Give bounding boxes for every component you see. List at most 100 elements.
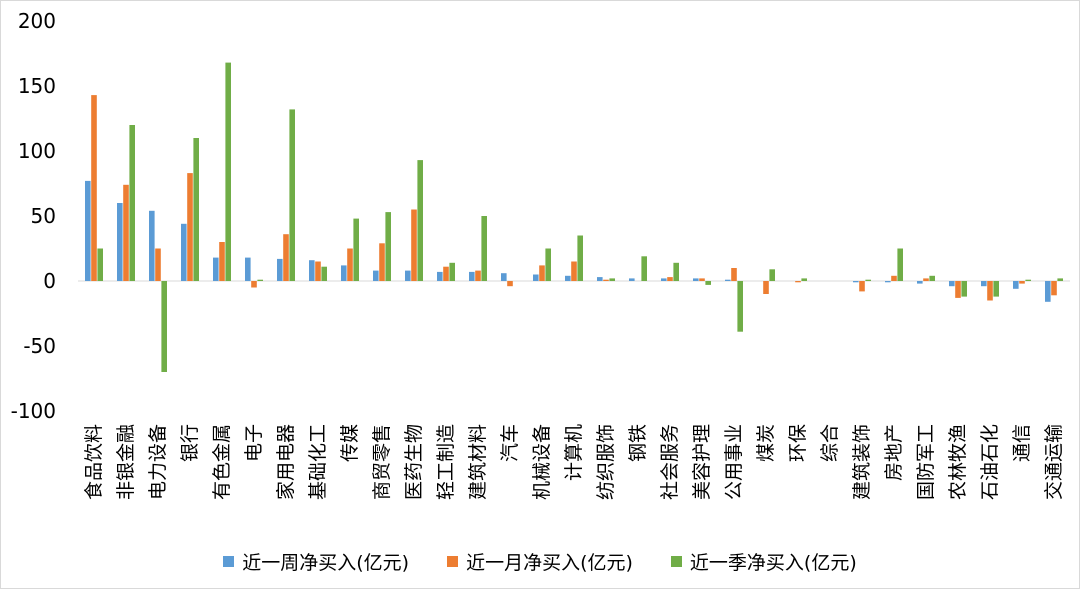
category-label: 传媒 [339, 424, 361, 462]
bar-series-1 [1045, 281, 1051, 302]
bar-series-3 [705, 281, 711, 285]
bar-series-1 [117, 203, 123, 281]
bar-series-1 [725, 279, 731, 281]
bar-series-1 [917, 281, 923, 284]
category-label: 电子 [243, 424, 265, 462]
bar-series-3 [737, 281, 743, 332]
bar-series-1 [341, 265, 347, 281]
category-label: 纺织服饰 [595, 424, 617, 500]
bar-series-2 [411, 209, 417, 281]
y-tick-label: -50 [23, 334, 56, 358]
category-label: 电力设备 [147, 424, 169, 500]
bar-series-2 [923, 278, 929, 281]
category-label: 有色金属 [211, 424, 233, 500]
category-label: 家用电器 [275, 424, 297, 500]
legend-swatch-week [223, 556, 235, 567]
bar-series-3 [961, 281, 967, 297]
category-label: 社会服务 [659, 424, 681, 500]
category-label: 交通运输 [1043, 424, 1065, 500]
bar-series-3 [97, 248, 103, 281]
category-label: 基础化工 [307, 424, 329, 500]
bar-series-1 [277, 258, 283, 281]
category-label: 建筑装饰 [851, 424, 873, 500]
bar-series-3 [545, 248, 551, 281]
bar-series-2 [731, 268, 737, 281]
bar-series-3 [929, 275, 935, 281]
bar-series-3 [225, 62, 231, 281]
bar-series-1 [629, 278, 635, 281]
bar-series-3 [161, 281, 167, 372]
bar-series-3 [353, 218, 359, 281]
bar-series-2 [763, 281, 769, 294]
bar-series-2 [699, 278, 705, 281]
bar-series-2 [795, 281, 801, 283]
bar-series-2 [283, 234, 289, 281]
legend-swatch-month [447, 556, 459, 567]
category-label: 农林牧渔 [947, 424, 969, 500]
bar-series-1 [693, 278, 699, 281]
bar-series-3 [1057, 278, 1063, 281]
y-tick-label: -100 [11, 399, 56, 423]
bar-series-2 [1019, 281, 1025, 284]
bar-series-1 [181, 223, 187, 281]
category-label: 商贸零售 [371, 424, 393, 500]
category-label: 房地产 [883, 424, 905, 481]
bar-series-2 [347, 248, 353, 281]
bar-series-2 [475, 270, 481, 281]
bar-series-3 [321, 266, 327, 281]
category-label: 轻工制造 [435, 424, 457, 500]
bar-series-1 [405, 270, 411, 281]
bar-series-3 [577, 235, 583, 281]
bar-series-1 [373, 270, 379, 281]
bar-series-2 [251, 281, 257, 288]
bar-series-2 [859, 281, 865, 292]
bar-series-1 [213, 257, 219, 281]
bar-series-2 [443, 266, 449, 281]
bar-series-2 [91, 95, 97, 281]
bar-series-3 [801, 278, 807, 281]
bar-series-2 [667, 277, 673, 281]
category-label: 汽车 [499, 424, 521, 462]
bar-series-1 [533, 274, 539, 281]
bar-series-2 [987, 281, 993, 301]
bar-series-2 [955, 281, 961, 298]
bar-series-2 [219, 242, 225, 281]
bar-series-1 [245, 257, 251, 281]
bar-series-2 [603, 279, 609, 281]
category-label: 公用事业 [723, 424, 745, 500]
category-label: 美容护理 [691, 424, 713, 500]
legend-item-quarter: 近一季净买入(亿元) [670, 548, 857, 575]
bar-series-2 [571, 261, 577, 281]
bar-series-2 [539, 265, 545, 281]
bar-series-3 [129, 125, 135, 281]
bar-series-3 [417, 160, 423, 281]
bar-series-2 [891, 275, 897, 281]
category-label: 钢铁 [627, 424, 649, 462]
bar-series-3 [385, 212, 391, 281]
bar-series-1 [309, 260, 315, 281]
bar-series-1 [885, 281, 891, 283]
bar-series-1 [597, 277, 603, 281]
bar-series-3 [609, 278, 615, 281]
category-label: 食品饮料 [83, 424, 105, 500]
category-label: 通信 [1011, 424, 1033, 462]
bar-series-2 [123, 184, 129, 281]
category-label: 计算机 [563, 424, 585, 481]
legend-label-month: 近一月净买入(亿元) [466, 552, 633, 574]
bar-series-3 [769, 269, 775, 281]
category-label: 医药生物 [403, 424, 425, 500]
bar-series-3 [641, 256, 647, 281]
bar-series-3 [449, 262, 455, 281]
bar-series-2 [315, 261, 321, 281]
bar-series-1 [565, 275, 571, 281]
category-label: 建筑材料 [467, 424, 489, 500]
bar-series-1 [437, 271, 443, 281]
category-label: 非银金融 [115, 424, 137, 500]
bar-series-2 [379, 243, 385, 281]
bar-series-3 [289, 109, 295, 282]
y-tick-label: 200 [18, 9, 56, 33]
bar-series-2 [187, 173, 193, 281]
legend: 近一周净买入(亿元) 近一月净买入(亿元) 近一季净买入(亿元) [0, 548, 1080, 575]
legend-swatch-quarter [670, 556, 682, 567]
